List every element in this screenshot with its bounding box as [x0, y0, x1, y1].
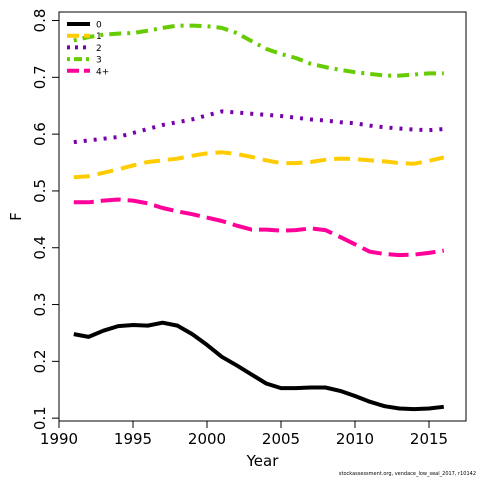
y-tick-label: 0.3 — [31, 293, 49, 317]
x-tick-label: 2000 — [188, 430, 226, 448]
y-tick-label: 0.2 — [31, 349, 49, 373]
x-tick-label: 2005 — [262, 430, 300, 448]
series-line-2 — [73, 109, 444, 145]
series-line-0 — [73, 320, 445, 412]
series-line-3 — [73, 23, 444, 78]
legend-label: 2 — [96, 44, 102, 54]
y-axis-label: F — [7, 212, 25, 221]
y-tick-label: 0.5 — [31, 179, 49, 203]
y-tick-label: 0.1 — [31, 406, 49, 430]
legend-label: 3 — [96, 56, 102, 66]
legend-label: 4+ — [96, 67, 109, 77]
x-tick-label: 1990 — [40, 430, 78, 448]
x-tick-label: 1995 — [114, 430, 152, 448]
credit-text: stockassessment.org, vendace_low_seal_20… — [338, 471, 476, 477]
y-tick-label: 0.6 — [31, 122, 49, 146]
x-axis: 1990 1995 2000 2005 2010 2015 — [40, 421, 448, 448]
series-line-1 — [73, 150, 445, 180]
series-lines — [73, 23, 445, 412]
y-tick-label: 0.7 — [31, 65, 49, 89]
x-tick-label: 2010 — [336, 430, 374, 448]
y-tick-label: 0.8 — [31, 9, 49, 33]
series-line-4 — [73, 197, 445, 258]
plot-box — [58, 11, 467, 422]
y-axis: 0.1 0.2 0.3 0.4 0.5 0.6 0.7 0.8 — [31, 9, 59, 430]
x-tick-label: 2015 — [410, 430, 448, 448]
y-tick-label: 0.4 — [31, 236, 49, 260]
legend-label: 1 — [96, 32, 102, 42]
legend-label: 0 — [96, 21, 102, 31]
x-axis-label: Year — [246, 452, 280, 470]
legend: 01 2 34+ — [67, 21, 109, 77]
